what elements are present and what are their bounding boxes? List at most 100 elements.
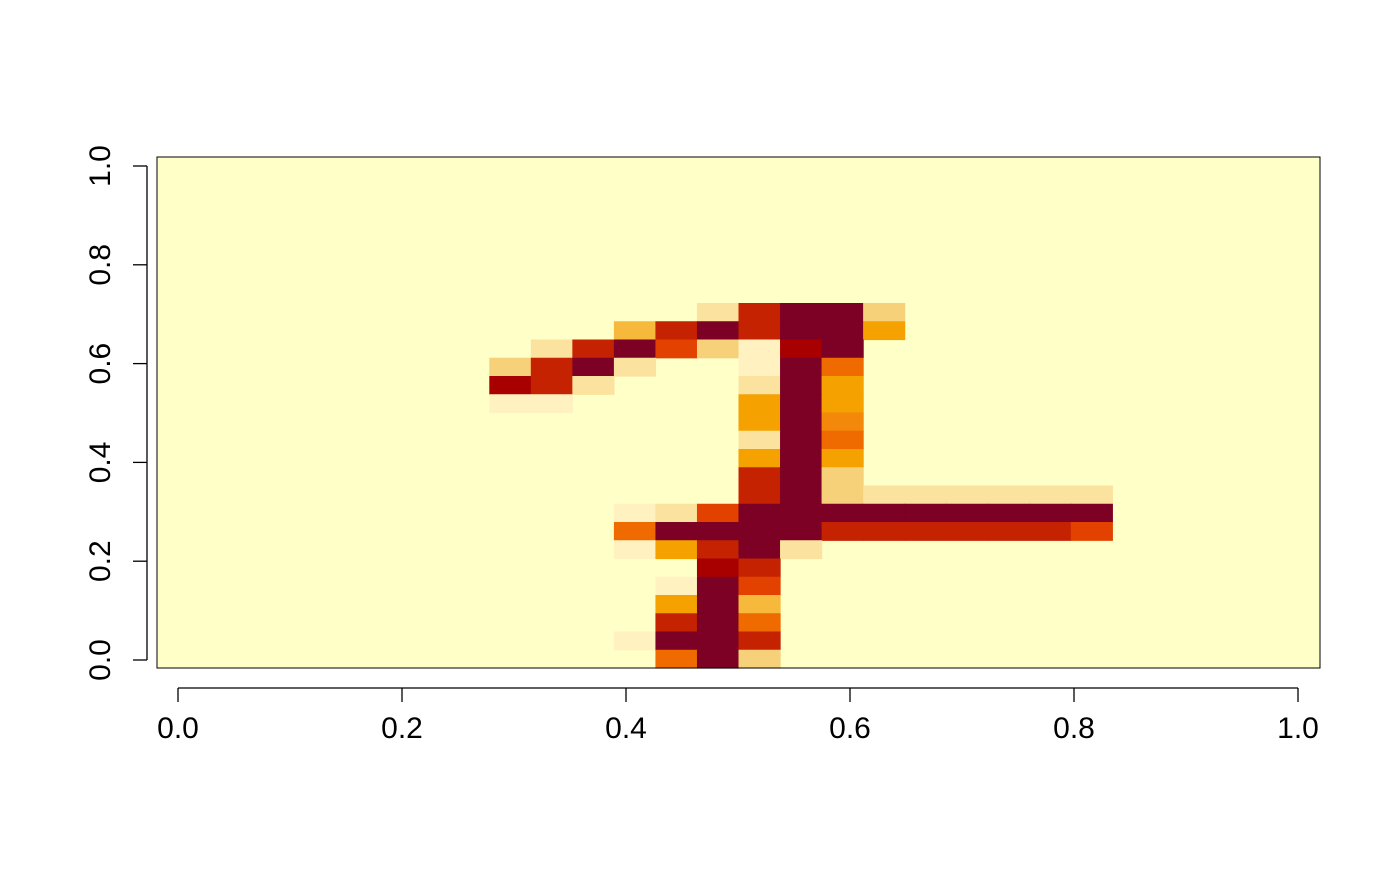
heatmap-cell [987,485,1030,505]
heatmap-cell [780,394,823,414]
heatmap-cell [738,357,781,377]
heatmap-cell [738,467,781,487]
heatmap-cell [696,321,740,341]
heatmap-cell [738,430,781,450]
heatmap-cell [696,339,740,359]
heatmap-cell [780,357,823,377]
heatmap-cell [821,503,864,523]
heatmap-cell [738,613,781,633]
heatmap-cell [738,449,781,468]
heatmap-cell [613,631,657,651]
heatmap-cell [489,376,532,395]
y-tick-label: 0.4 [84,442,117,484]
heatmap-cell [1029,503,1072,523]
heatmap-cell [904,503,947,523]
x-axis: 0.0 0.2 0.4 0.6 0.8 1.0 [157,687,1319,745]
heatmap-cell [738,339,781,359]
heatmap-cell [780,430,823,450]
heatmap-cell [738,522,781,541]
heatmap-cell [655,339,698,359]
heatmap-cell [613,357,657,377]
heatmap-cell [863,503,906,523]
heatmap-cell [655,503,698,523]
heatmap-cell [780,321,823,341]
y-tick-label: 0.0 [84,639,117,681]
heatmap-cell [655,576,698,596]
heatmap-cell [696,595,740,614]
heatmap-cell [780,303,823,322]
heatmap-cell [572,376,615,395]
heatmap-cell [613,503,657,523]
heatmap-cell [696,540,740,560]
heatmap-cell [821,485,864,505]
y-tick-label: 1.0 [84,145,117,187]
heatmap-cell [780,449,823,468]
heatmap-cell [530,339,573,359]
y-axis: 0.0 0.2 0.4 0.6 0.8 1.0 [84,145,148,681]
heatmap-cell [655,540,698,560]
heatmap-cell [780,467,823,487]
heatmap-cell [821,357,864,377]
heatmap-cell [530,376,573,395]
x-tick-label: 0.6 [829,712,871,745]
heatmap-cell [738,631,781,651]
heatmap-cell [530,357,573,377]
heatmap-cell [1070,485,1113,505]
heatmap-cell [738,558,781,578]
heatmap-cell [572,339,615,359]
heatmap-cell [489,394,532,414]
heatmap-cell [696,522,740,541]
heatmap-cell [946,485,989,505]
heatmap-cell [821,394,864,414]
heatmap-cell [613,522,657,541]
heatmap-cell [987,503,1030,523]
x-tick-label: 0.8 [1053,712,1095,745]
heatmap-cell [655,613,698,633]
heatmap-cell [821,376,864,395]
heatmap-cell [780,339,823,359]
heatmap-cell [655,321,698,341]
heatmap-cell [1070,503,1113,523]
heatmap-cell [655,522,698,541]
heatmap-cell [821,412,864,432]
heatmap-cell [613,540,657,560]
heatmap-cell [738,503,781,523]
heatmap-cell [655,595,698,614]
y-tick-label: 0.6 [84,343,117,385]
heatmap-cell [738,540,781,560]
heatmap-cells [157,157,1320,669]
heatmap-cell [904,485,947,505]
heatmap-cell [738,303,781,322]
heatmap-cell [655,649,698,669]
heatmap-cell [696,503,740,523]
x-tick-label: 0.4 [605,712,647,745]
heatmap-cell [738,412,781,432]
heatmap-cell [738,576,781,596]
x-tick-label: 0.2 [381,712,423,745]
y-tick-label: 0.2 [84,540,117,582]
heatmap-cell [780,540,823,560]
heatmap-cell [738,394,781,414]
heatmap-cell [655,631,698,651]
heatmap-cell [613,339,657,359]
heatmap-cell [821,321,864,341]
heatmap-cell [738,376,781,395]
heatmap-cell [863,321,906,341]
heatmap-cell [696,613,740,633]
heatmap-cell [613,321,657,341]
heatmap-cell [821,467,864,487]
heatmap-cell [780,376,823,395]
heatmap-cell [572,357,615,377]
heatmap-cell [738,649,781,669]
heatmap-cell [530,394,573,414]
heatmap-cell [696,631,740,651]
x-tick-label: 1.0 [1277,712,1319,745]
heatmap-cell [987,522,1030,541]
heatmap-cell [821,339,864,359]
heatmap-cell [780,503,823,523]
heatmap-cell [1029,522,1072,541]
heatmap-cell [946,522,989,541]
plot-frame [156,156,1321,669]
